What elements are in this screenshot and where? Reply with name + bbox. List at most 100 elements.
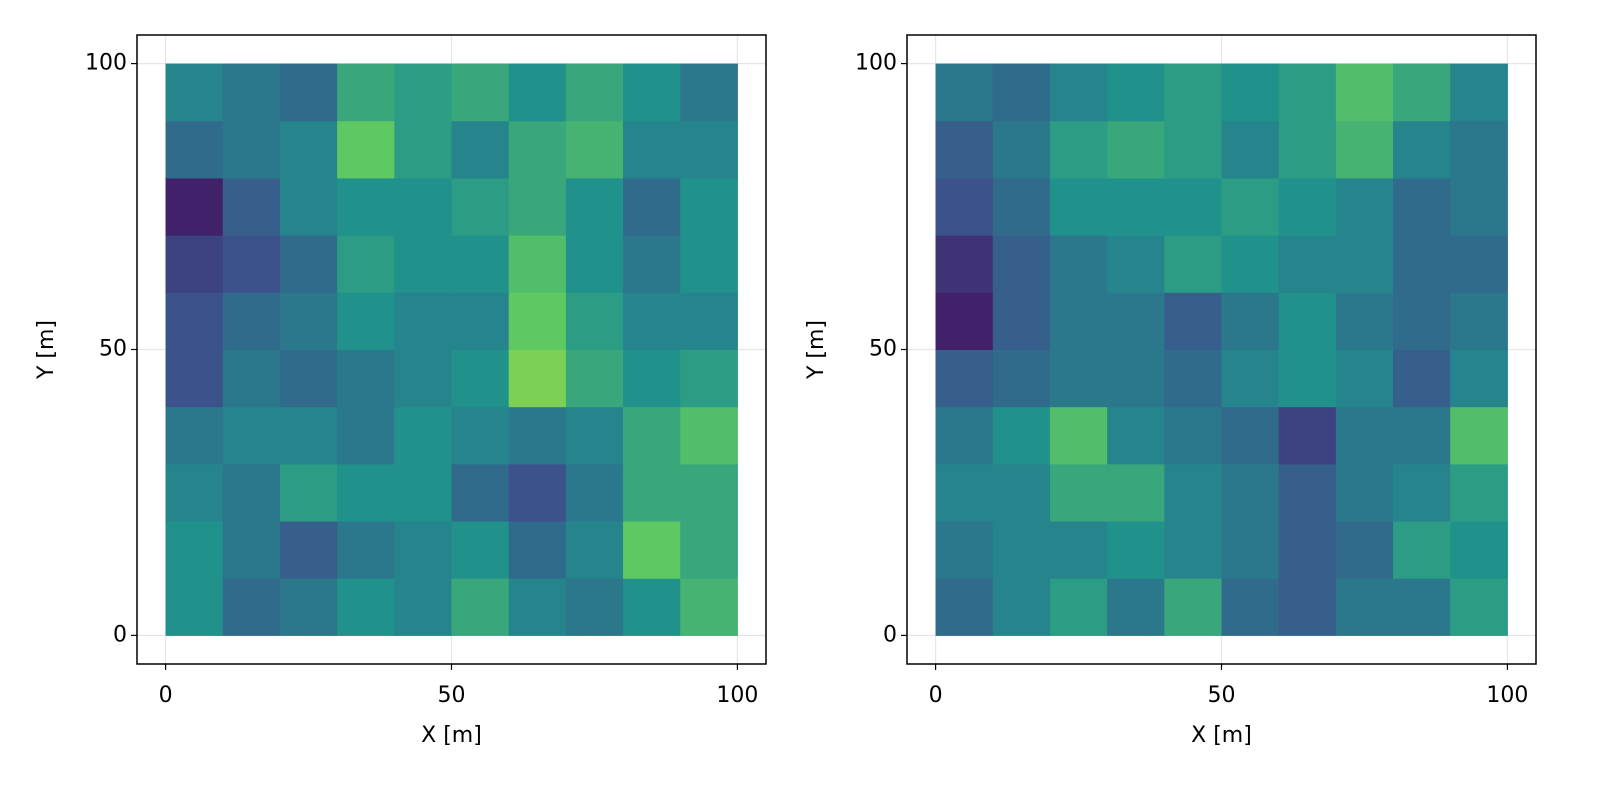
heatmap-cell — [992, 578, 1051, 636]
heatmap-cell — [565, 521, 624, 579]
heatmap-cell — [451, 349, 510, 408]
heatmap-cell — [623, 120, 681, 179]
heatmap-cell — [1335, 120, 1394, 179]
heatmap-cell — [623, 463, 681, 522]
heatmap-cell — [451, 177, 510, 236]
x-tick-label: 50 — [1208, 683, 1236, 708]
heatmap-cell — [565, 63, 624, 122]
heatmap-cell — [1278, 120, 1337, 179]
heatmap-cell — [279, 463, 338, 522]
y-tick-label: 50 — [99, 337, 127, 362]
heatmap-cell — [165, 63, 224, 122]
heatmap-cell — [1278, 63, 1337, 122]
heatmap-cell — [394, 292, 452, 350]
heatmap-cell — [1049, 292, 1108, 350]
heatmap-cell — [680, 578, 738, 636]
heatmap-cell — [279, 235, 338, 293]
heatmap-cell — [222, 349, 281, 408]
heatmap-cell — [394, 63, 452, 122]
heatmap-cell — [279, 521, 338, 579]
heatmap-cell — [1335, 349, 1394, 408]
y-tick-label: 100 — [85, 51, 127, 76]
heatmap-cell — [222, 235, 281, 293]
heatmap-cell — [1221, 63, 1280, 122]
heatmap-cell — [1107, 63, 1165, 122]
heatmap-cell — [680, 63, 738, 122]
heatmap-cell — [222, 177, 281, 236]
heatmap-cell — [451, 578, 510, 636]
heatmap-cell — [1107, 120, 1165, 179]
heatmap-cell — [1278, 349, 1337, 408]
heatmap-cell — [1278, 521, 1337, 579]
heatmap-cell — [1450, 521, 1508, 579]
heatmap-cell — [1107, 406, 1165, 465]
heatmap-cell — [451, 463, 510, 522]
heatmap-cell — [337, 463, 395, 522]
heatmap-cell — [1221, 406, 1280, 465]
heatmap-cell — [1107, 292, 1165, 350]
heatmap-cell — [992, 521, 1051, 579]
heatmap-cell — [165, 120, 224, 179]
heatmap-cell — [1164, 463, 1222, 522]
heatmap-cell — [935, 349, 994, 408]
heatmap-cell — [680, 349, 738, 408]
heatmap-cell — [165, 235, 224, 293]
x-tick-label: 100 — [1486, 683, 1528, 708]
heatmap-cell — [1335, 235, 1394, 293]
heatmap-cell — [1278, 578, 1337, 636]
heatmap-cell — [451, 521, 510, 579]
heatmap-cell — [1335, 63, 1394, 122]
heatmap-cell — [1049, 406, 1108, 465]
heatmap-cell — [222, 63, 281, 122]
heatmap-cell — [1164, 235, 1222, 293]
heatmap-cell — [279, 63, 338, 122]
heatmap-cell — [165, 463, 224, 522]
heatmap-cell — [935, 578, 994, 636]
heatmap-cell — [935, 235, 994, 293]
heatmap-cell — [1335, 463, 1394, 522]
heatmap-cell — [337, 177, 395, 236]
heatmap-cell — [394, 406, 452, 465]
heatmap-cell — [508, 63, 567, 122]
heatmap-cell — [1335, 578, 1394, 636]
heatmap-cell — [1049, 63, 1108, 122]
heatmap-cell — [1049, 349, 1108, 408]
heatmap-cell — [1164, 349, 1222, 408]
heatmap-cell — [1450, 177, 1508, 236]
heatmap-cell — [508, 521, 567, 579]
heatmap-cell — [992, 235, 1051, 293]
heatmap-cell — [1107, 349, 1165, 408]
heatmap-cell — [1278, 292, 1337, 350]
heatmap-cell — [1393, 120, 1451, 179]
heatmap-cell — [337, 63, 395, 122]
x-axis-label: X [m] — [1191, 723, 1252, 748]
heatmap-cell — [1221, 292, 1280, 350]
heatmap-cell — [1049, 235, 1108, 293]
heatmap-cell — [680, 120, 738, 179]
heatmap-cell — [222, 578, 281, 636]
heatmap-cell — [222, 120, 281, 179]
heatmap-cell — [623, 63, 681, 122]
heatmap-cell — [1450, 406, 1508, 465]
heatmap-cell — [337, 292, 395, 350]
heatmap-cell — [680, 292, 738, 350]
heatmap-cell — [935, 521, 994, 579]
heatmap-cell — [1450, 63, 1508, 122]
heatmap-cell — [165, 578, 224, 636]
heatmap-cell — [935, 406, 994, 465]
heatmap-cell — [1450, 235, 1508, 293]
heatmap-cell — [992, 63, 1051, 122]
heatmap-cell — [337, 406, 395, 465]
heatmap-cell — [1278, 406, 1337, 465]
heatmap-cell — [935, 292, 994, 350]
heatmap-cell — [1393, 235, 1451, 293]
heatmap-cell — [165, 349, 224, 408]
heatmap-cell — [1221, 521, 1280, 579]
heatmap-cell — [279, 120, 338, 179]
heatmap-cell — [565, 578, 624, 636]
heatmap-cell — [337, 120, 395, 179]
heatmap-cell — [1278, 235, 1337, 293]
heatmap-cell — [1107, 177, 1165, 236]
heatmap-cell — [451, 235, 510, 293]
